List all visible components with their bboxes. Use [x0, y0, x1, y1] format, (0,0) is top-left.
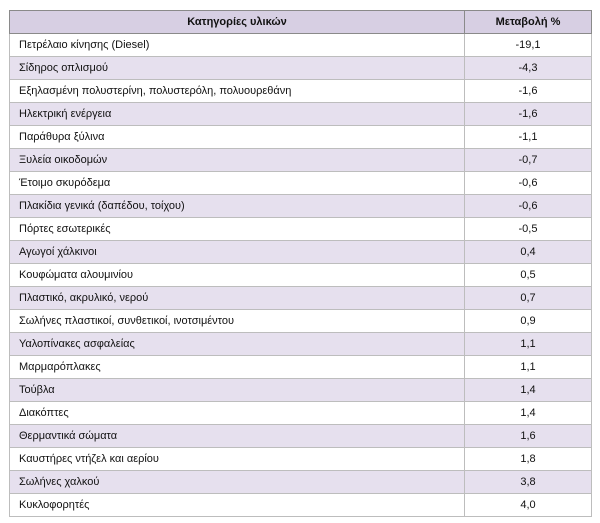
row-change: -0,6 [464, 194, 592, 218]
row-category: Σίδηρος οπλισμού [9, 56, 465, 80]
table-container: Κατηγορίες υλικών Μεταβολή % Πετρέλαιο κ… [9, 10, 592, 517]
table-row: Κουφώματα αλουμινίου 0,5 [9, 263, 592, 287]
row-category: Πόρτες εσωτερικές [9, 217, 465, 241]
row-change: 1,1 [464, 332, 592, 356]
table-row: Τούβλα 1,4 [9, 378, 592, 402]
table-row: Παράθυρα ξύλινα -1,1 [9, 125, 592, 149]
header-category: Κατηγορίες υλικών [9, 10, 465, 34]
table-row: Υαλοπίνακες ασφαλείας 1,1 [9, 332, 592, 356]
row-change: -0,6 [464, 171, 592, 195]
row-change: 1,4 [464, 401, 592, 425]
row-category: Ξυλεία οικοδομών [9, 148, 465, 172]
row-change: 0,9 [464, 309, 592, 333]
row-change: 3,8 [464, 470, 592, 494]
row-change: -0,5 [464, 217, 592, 241]
table-row: Πόρτες εσωτερικές -0,5 [9, 217, 592, 241]
table-row: Θερμαντικά σώματα 1,6 [9, 424, 592, 448]
table-header-row: Κατηγορίες υλικών Μεταβολή % [9, 10, 592, 34]
table-row: Καυστήρες ντήζελ και αερίου 1,8 [9, 447, 592, 471]
row-change: 1,4 [464, 378, 592, 402]
table-row: Μαρμαρόπλακες 1,1 [9, 355, 592, 379]
table-row: Σωλήνες πλαστικοί, συνθετικοί, ινοτσιμέν… [9, 309, 592, 333]
row-change: -4,3 [464, 56, 592, 80]
row-change: 1,8 [464, 447, 592, 471]
row-change: 1,6 [464, 424, 592, 448]
row-change: 0,5 [464, 263, 592, 287]
row-category: Ηλεκτρική ενέργεια [9, 102, 465, 126]
table-row: Πετρέλαιο κίνησης (Diesel) -19,1 [9, 33, 592, 57]
row-category: Καυστήρες ντήζελ και αερίου [9, 447, 465, 471]
table-row: Πλακίδια γενικά (δαπέδου, τοίχου) -0,6 [9, 194, 592, 218]
row-change: 0,7 [464, 286, 592, 310]
row-category: Παράθυρα ξύλινα [9, 125, 465, 149]
table-row: Κυκλοφορητές 4,0 [9, 493, 592, 517]
table-row: Αγωγοί χάλκινοι 0,4 [9, 240, 592, 264]
row-category: Αγωγοί χάλκινοι [9, 240, 465, 264]
row-category: Σωλήνες χαλκού [9, 470, 465, 494]
row-category: Υαλοπίνακες ασφαλείας [9, 332, 465, 356]
table-row: Σωλήνες χαλκού 3,8 [9, 470, 592, 494]
row-category: Πετρέλαιο κίνησης (Diesel) [9, 33, 465, 57]
row-change: 4,0 [464, 493, 592, 517]
row-category: Σωλήνες πλαστικοί, συνθετικοί, ινοτσιμέν… [9, 309, 465, 333]
row-category: Διακόπτες [9, 401, 465, 425]
table-row: Διακόπτες 1,4 [9, 401, 592, 425]
row-change: -1,1 [464, 125, 592, 149]
row-change: -19,1 [464, 33, 592, 57]
row-change: 0,4 [464, 240, 592, 264]
materials-change-table: Κατηγορίες υλικών Μεταβολή % Πετρέλαιο κ… [9, 10, 592, 517]
row-category: Κουφώματα αλουμινίου [9, 263, 465, 287]
row-change: -1,6 [464, 79, 592, 103]
row-change: -1,6 [464, 102, 592, 126]
row-category: Εξηλασμένη πολυστερίνη, πολυστερόλη, πολ… [9, 79, 465, 103]
table-row: Πλαστικό, ακρυλικό, νερού 0,7 [9, 286, 592, 310]
header-change: Μεταβολή % [464, 10, 592, 34]
row-category: Θερμαντικά σώματα [9, 424, 465, 448]
row-category: Κυκλοφορητές [9, 493, 465, 517]
table-row: Έτοιμο σκυρόδεμα -0,6 [9, 171, 592, 195]
row-category: Πλαστικό, ακρυλικό, νερού [9, 286, 465, 310]
row-change: -0,7 [464, 148, 592, 172]
table-row: Ηλεκτρική ενέργεια -1,6 [9, 102, 592, 126]
row-category: Τούβλα [9, 378, 465, 402]
row-category: Μαρμαρόπλακες [9, 355, 465, 379]
row-category: Πλακίδια γενικά (δαπέδου, τοίχου) [9, 194, 465, 218]
row-change: 1,1 [464, 355, 592, 379]
row-category: Έτοιμο σκυρόδεμα [9, 171, 465, 195]
table-row: Σίδηρος οπλισμού -4,3 [9, 56, 592, 80]
table-row: Ξυλεία οικοδομών -0,7 [9, 148, 592, 172]
table-row: Εξηλασμένη πολυστερίνη, πολυστερόλη, πολ… [9, 79, 592, 103]
